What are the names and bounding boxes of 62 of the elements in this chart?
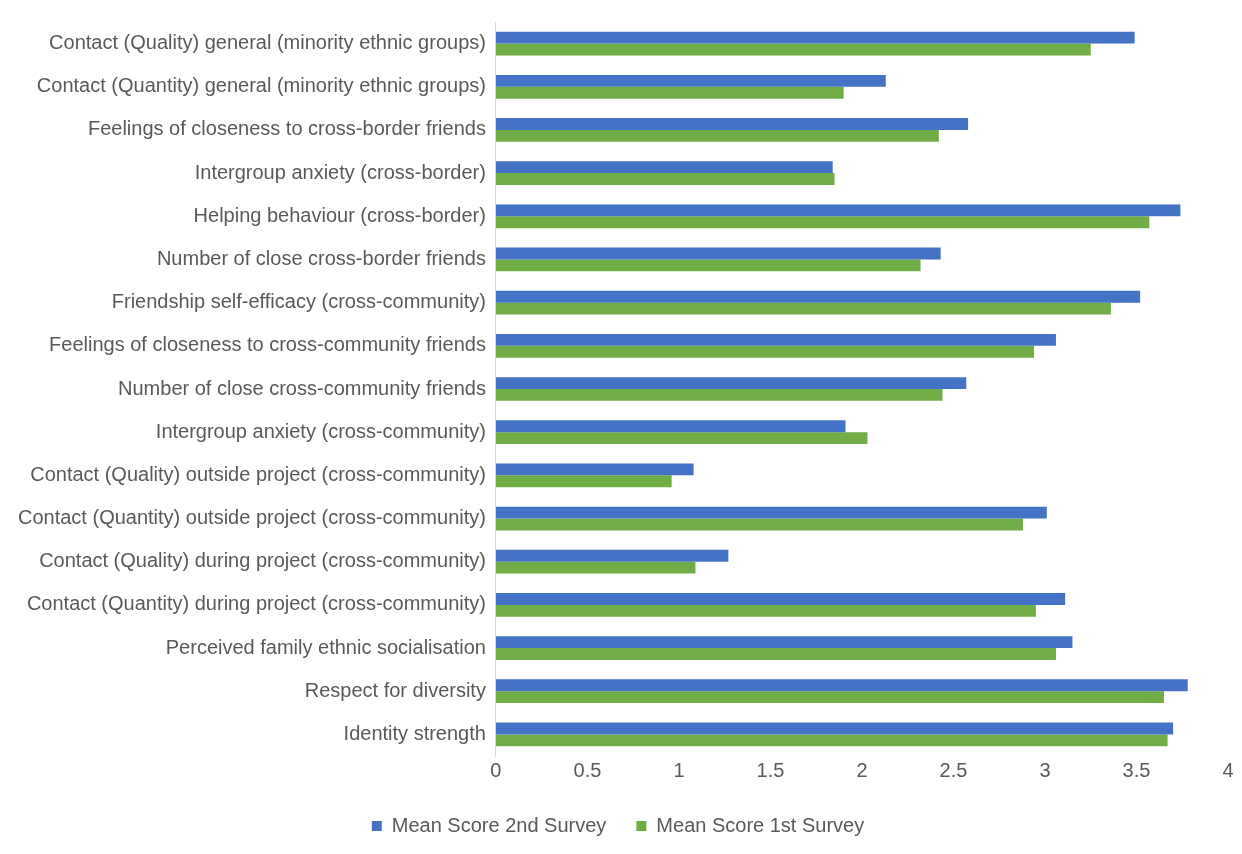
- y-tick-label: Contact (Quality) general (minority ethnic groups): [49, 31, 486, 54]
- bar: [495, 691, 1164, 704]
- y-tick-label: Feelings of closeness to cross-community friends: [49, 333, 486, 356]
- y-tick-label: Number of close cross-border friends: [156, 246, 486, 269]
- bar: [495, 518, 1024, 531]
- bar: [495, 86, 844, 99]
- bar: [495, 506, 1047, 519]
- bar: [495, 604, 1036, 617]
- y-tick-label: Contact (Quantity) during project (cross-community): [26, 592, 486, 615]
- bar: [495, 377, 967, 389]
- bar: [495, 302, 1111, 315]
- x-tick-label: 2.5: [939, 758, 968, 781]
- bar: [495, 593, 1066, 605]
- bar: [495, 648, 1056, 660]
- bar: [495, 561, 696, 574]
- bar: [495, 216, 1150, 229]
- x-tick-label: 0.5: [573, 758, 602, 781]
- y-tick-label: Feelings of closeness to cross-border friends: [87, 117, 486, 140]
- x-tick-label: 3: [1039, 758, 1051, 781]
- legend-label: Mean Score 2nd Survey: [391, 813, 607, 836]
- y-tick-label: Identity strength: [343, 721, 486, 744]
- x-tick-label: 1.5: [756, 758, 785, 781]
- y-tick-label: Helping behaviour (cross-border): [193, 203, 486, 226]
- bar: [495, 43, 1091, 56]
- y-tick-label: Perceived family ethnic socialisation: [165, 635, 486, 658]
- legend-label: Mean Score 1st Survey: [656, 813, 865, 836]
- y-tick-label: Contact (Quality) during project (cross-community): [39, 549, 486, 572]
- x-tick-label: 2: [856, 758, 868, 781]
- bar: [495, 420, 846, 433]
- bar: [495, 204, 1181, 217]
- bar: [495, 475, 672, 488]
- y-tick-label: Number of close cross-community friends: [118, 376, 486, 399]
- bar: [495, 333, 1056, 346]
- x-tick-label: 0: [490, 758, 502, 781]
- x-tick-label: 1: [673, 758, 685, 781]
- bar: [495, 259, 921, 272]
- bar: [495, 173, 835, 185]
- x-tick-label: 3.5: [1122, 758, 1151, 781]
- y-tick-label: Intergroup anxiety (cross-community): [155, 419, 486, 442]
- bar: [495, 636, 1073, 649]
- y-tick-label: Contact (Quantity) general (minority ethnic groups): [36, 74, 486, 97]
- y-tick-label: Respect for diversity: [304, 678, 486, 701]
- bar: [495, 31, 1135, 44]
- bar: [495, 734, 1168, 747]
- bar: [495, 389, 943, 401]
- bar: [495, 290, 1141, 303]
- bar: [495, 679, 1188, 692]
- bar: [495, 463, 694, 476]
- bar: [495, 722, 1174, 735]
- bar: [495, 74, 886, 87]
- x-tick-label: 4: [1222, 758, 1234, 781]
- y-tick-label: Contact (Quantity) outside project (cross-community): [17, 506, 486, 529]
- bar: [495, 247, 941, 260]
- bar: [495, 345, 1034, 358]
- bar: [495, 549, 729, 562]
- bar: [495, 432, 868, 445]
- bar: [495, 161, 833, 174]
- bar: [495, 118, 969, 130]
- y-tick-label: Intergroup anxiety (cross-border): [194, 160, 486, 183]
- bar: [495, 129, 939, 142]
- y-tick-label: Contact (Quality) outside project (cross-community): [30, 462, 486, 485]
- y-tick-label: Friendship self-efficacy (cross-community): [111, 290, 486, 313]
